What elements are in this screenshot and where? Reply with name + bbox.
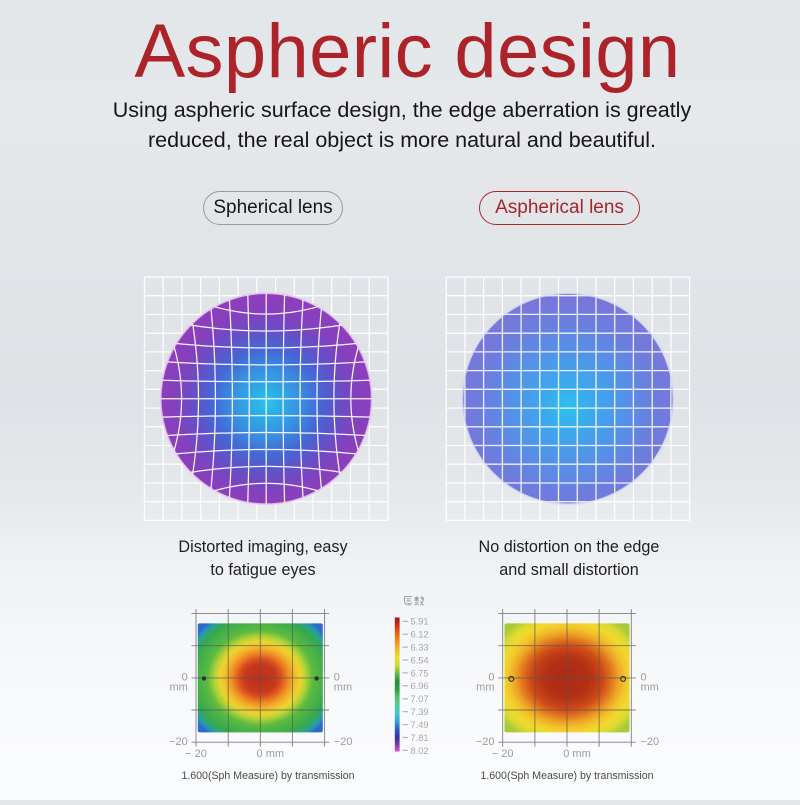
svg-text:0 mm: 0 mm <box>563 748 591 760</box>
svg-text:mm: mm <box>334 682 352 694</box>
svg-text:0: 0 <box>488 672 494 684</box>
svg-text:7.39: 7.39 <box>411 707 429 717</box>
svg-text:0 mm: 0 mm <box>257 748 285 760</box>
svg-text:−20: −20 <box>169 736 188 748</box>
svg-text:6.96: 6.96 <box>411 681 429 691</box>
svg-text:0: 0 <box>334 672 340 684</box>
svg-text:−20: −20 <box>334 736 353 748</box>
svg-text:0: 0 <box>641 672 647 684</box>
svg-text:7.49: 7.49 <box>411 720 429 730</box>
svg-text:−20: −20 <box>476 736 495 748</box>
svg-text:7.81: 7.81 <box>411 733 429 743</box>
svg-text:8.02: 8.02 <box>411 746 429 756</box>
svg-text:0: 0 <box>182 672 188 684</box>
svg-text:7.07: 7.07 <box>411 694 429 704</box>
svg-text:6.33: 6.33 <box>411 643 429 653</box>
svg-text:5.91: 5.91 <box>411 617 429 627</box>
svg-text:mm: mm <box>476 682 494 694</box>
svg-text:−20: −20 <box>641 736 660 748</box>
svg-text:− 20: − 20 <box>492 748 514 760</box>
svg-text:6.54: 6.54 <box>411 655 429 665</box>
svg-text:mm: mm <box>641 682 659 694</box>
svg-text:6.75: 6.75 <box>411 668 429 678</box>
svg-text:− 20: − 20 <box>185 748 207 760</box>
svg-text:mm: mm <box>169 682 187 694</box>
svg-text:6.12: 6.12 <box>411 630 429 640</box>
